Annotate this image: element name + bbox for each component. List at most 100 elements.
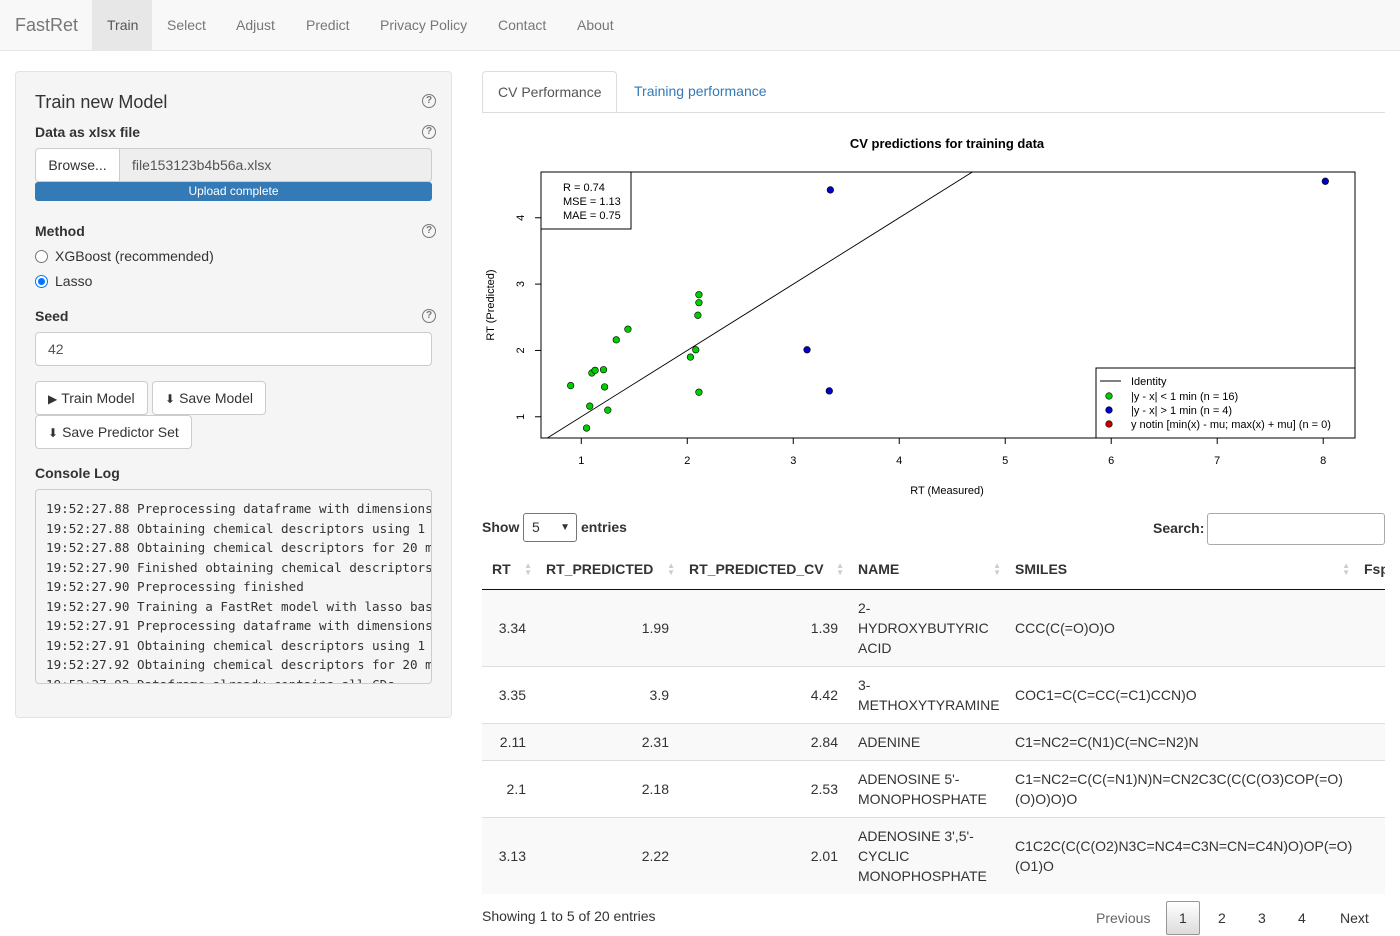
y-tick-label: 1 [515, 414, 527, 420]
cell-fsp [1354, 665, 1385, 723]
cell-rt-predicted-cv: 2.01 [679, 816, 848, 894]
tab-cv-performance[interactable]: CV Performance [482, 71, 618, 113]
method-option-lasso[interactable]: Lasso [35, 271, 92, 291]
nav-contact[interactable]: Contact [498, 17, 547, 33]
cell-smiles: C1=NC2=C(N1)C(=NC=N2)N [1005, 722, 1354, 760]
cell-rt: 3.34 [482, 588, 536, 666]
method-option-label: Lasso [55, 273, 93, 289]
data-point [586, 402, 594, 410]
cell-smiles: CCC(C(=O)O)O [1005, 588, 1354, 666]
entries-label: entries [581, 519, 627, 535]
nav-about[interactable]: About [577, 17, 614, 33]
data-point [694, 311, 702, 319]
save-predictor-label: Save Predictor Set [62, 424, 179, 440]
table-info: Showing 1 to 5 of 20 entries [482, 908, 656, 924]
cell-name: ADENOSINE 5'-MONOPHOSPHATE [848, 759, 1005, 817]
x-tick-label: 1 [578, 455, 584, 467]
cell-rt-predicted-cv: 2.53 [679, 759, 848, 817]
results-table: RT ▲ ▼ RT_PREDICTED ▲ ▼ RT_PREDICTED_CV ▲ ▼ NA… [482, 550, 1385, 894]
table-row[interactable]: 3.34 1.99 1.39 2-HYDROXYBUTYRIC ACID CCC… [482, 588, 1385, 666]
search-label: Search: [1153, 520, 1205, 536]
cell-fsp [1354, 816, 1385, 894]
legend-blue-marker [1105, 406, 1113, 414]
column-header-fsp[interactable]: Fsp [1354, 550, 1385, 590]
tab-training-performance[interactable]: Training performance [634, 83, 767, 99]
console-log[interactable]: 19:52:27.88 Preprocessing dataframe with… [35, 489, 432, 684]
stat-mae: MAE = 0.75 [563, 210, 621, 222]
nav-privacy-policy[interactable]: Privacy Policy [380, 17, 468, 33]
cell-name: 2-HYDROXYBUTYRIC ACID [848, 588, 1005, 666]
seed-input[interactable]: 42 [35, 332, 432, 366]
data-point [604, 406, 612, 414]
brand-logo[interactable]: FastRet [15, 15, 79, 35]
seed-label: Seed [35, 308, 69, 324]
x-tick-label: 3 [790, 455, 796, 467]
previous-page-button[interactable]: Previous [1096, 910, 1151, 926]
cell-smiles: C1=NC2=C(C(=N1)N)N=CN2C3C(C(C(O3)COP(=O)… [1005, 759, 1354, 817]
page-button-4[interactable]: 4 [1298, 910, 1306, 926]
column-header-rt-predicted[interactable]: RT_PREDICTED ▲ ▼ [536, 550, 679, 590]
radio-checked-icon[interactable] [35, 275, 48, 288]
save-model-button[interactable]: ⬇ Save Model [152, 381, 266, 415]
cell-rt-predicted: 2.18 [536, 759, 679, 817]
stats-box: R = 0.74 MSE = 1.13 MAE = 0.75 [540, 171, 632, 230]
data-point [582, 424, 591, 432]
table-header-row: RT ▲ ▼ RT_PREDICTED ▲ ▼ RT_PREDICTED_CV ▲ ▼ NA… [482, 550, 1385, 590]
help-icon[interactable]: ? [422, 309, 436, 323]
legend-red-marker [1105, 420, 1113, 428]
method-option-label: XGBoost (recommended) [55, 248, 214, 264]
nav-select[interactable]: Select [167, 17, 206, 33]
radio-unchecked-icon[interactable] [35, 250, 48, 263]
x-tick-label: 8 [1320, 455, 1326, 467]
train-model-label: Train Model [61, 390, 135, 406]
save-predictor-set-button[interactable]: ⬇ Save Predictor Set [35, 415, 192, 449]
help-icon[interactable]: ? [422, 125, 436, 139]
table-row[interactable]: 2.1 2.18 2.53 ADENOSINE 5'-MONOPHOSPHATE… [482, 759, 1385, 817]
page-button-1[interactable]: 1 [1166, 901, 1200, 935]
method-option-xgboost[interactable]: XGBoost (recommended) [35, 246, 214, 266]
help-icon[interactable]: ? [422, 224, 436, 238]
panel-title: Train new Model [35, 92, 168, 112]
entries-per-page-select[interactable]: 5 ▼ [523, 513, 577, 542]
table-row[interactable]: 3.13 2.22 2.01 ADENOSINE 3',5'-CYCLIC MO… [482, 816, 1385, 894]
data-point [686, 353, 695, 361]
cell-name: ADENOSINE 3',5'-CYCLIC MONOPHOSPHATE [848, 816, 1005, 894]
nav-train[interactable]: Train [92, 0, 152, 50]
table-row[interactable]: 2.11 2.31 2.84 ADENINE C1=NC2=C(N1)C(=NC… [482, 722, 1385, 760]
column-header-label: Fsp [1364, 561, 1385, 578]
y-tick-label: 2 [515, 347, 527, 353]
legend-label-outside-range: y notin [min(x) - mu; max(x) + mu] (n = … [1131, 419, 1331, 431]
data-point [803, 346, 811, 354]
next-page-button[interactable]: Next [1340, 910, 1369, 926]
cell-fsp [1354, 588, 1385, 666]
upload-progress-bar: Upload complete [35, 182, 432, 201]
data-point [825, 387, 833, 395]
column-header-label: RT_PREDICTED [546, 561, 654, 578]
results-table-container[interactable]: RT ▲ ▼ RT_PREDICTED ▲ ▼ RT_PREDICTED_CV ▲ ▼ NA… [482, 550, 1385, 896]
x-tick-label: 7 [1214, 455, 1220, 467]
page-button-2[interactable]: 2 [1218, 910, 1226, 926]
table-row[interactable]: 3.35 3.9 4.42 3-METHOXYTYRAMINE COC1=C(C… [482, 665, 1385, 723]
play-icon: ▶ [48, 392, 58, 406]
nav-predict[interactable]: Predict [306, 17, 350, 33]
cell-rt: 2.1 [482, 759, 536, 817]
legend-label-within-1min: |y - x| < 1 min (n = 16) [1131, 391, 1238, 403]
y-tick-label: 4 [515, 215, 527, 221]
column-header-rt-predicted-cv[interactable]: RT_PREDICTED_CV ▲ ▼ [679, 550, 848, 590]
browse-button[interactable]: Browse... [35, 148, 120, 182]
help-icon[interactable]: ? [422, 94, 436, 108]
train-model-button[interactable]: ▶ Train Model [35, 381, 148, 415]
column-header-name[interactable]: NAME ▲ ▼ [848, 550, 1005, 590]
identity-line [546, 172, 974, 438]
cell-smiles: COC1=C(C=CC(=C1)CCN)O [1005, 665, 1354, 723]
column-header-smiles[interactable]: SMILES ▲ ▼ [1005, 550, 1354, 590]
stat-mse: MSE = 1.13 [563, 196, 621, 208]
console-log-label: Console Log [35, 465, 120, 481]
page-button-3[interactable]: 3 [1258, 910, 1266, 926]
search-input[interactable] [1207, 513, 1385, 545]
column-header-rt[interactable]: RT ▲ ▼ [482, 550, 536, 590]
nav-adjust[interactable]: Adjust [236, 17, 275, 33]
sort-icon: ▲ ▼ [836, 561, 844, 577]
show-label: Show [482, 519, 520, 535]
stat-r: R = 0.74 [563, 182, 605, 194]
